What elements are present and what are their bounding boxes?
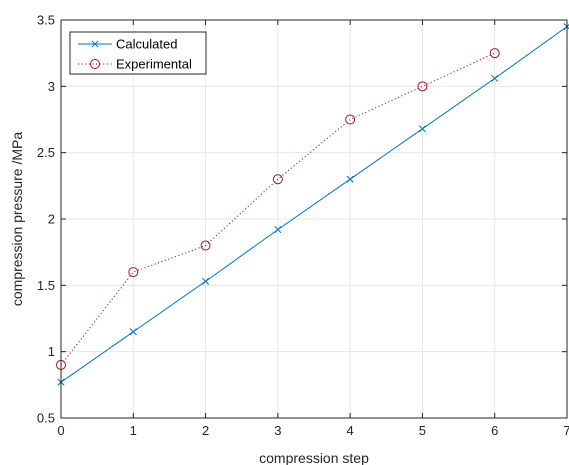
data-point-experimental [272, 174, 283, 185]
legend-item-calculated: Calculated [78, 37, 177, 52]
x-tick-label: 4 [347, 423, 354, 438]
y-tick-label: 1.5 [37, 278, 55, 293]
x-marker-stroke [418, 125, 426, 133]
x-tick-label: 0 [57, 423, 64, 438]
data-point-calculated [202, 277, 210, 285]
legend-marker [90, 59, 100, 69]
y-axis-label: compression pressure /MPa [9, 132, 25, 307]
legend: Calculated Experimental [69, 31, 207, 75]
x-tick-label: 7 [563, 423, 569, 438]
data-point-calculated [563, 23, 569, 31]
data-point-calculated [418, 125, 426, 133]
data-point-experimental [489, 48, 500, 59]
data-point-calculated [129, 328, 137, 336]
axis-ticks: 0 1 2 3 4 5 6 7 0.5 1 1.5 2 2.5 3 3.5 [37, 13, 569, 439]
grid-lines [61, 20, 567, 418]
x-marker-stroke [91, 40, 99, 48]
x-tick-label: 1 [130, 423, 137, 438]
legend-items: Calculated Experimental [78, 37, 192, 72]
x-tick-label: 3 [274, 423, 281, 438]
x-tick-label: 2 [202, 423, 209, 438]
series-line-calculated [60, 26, 568, 383]
x-marker-stroke [274, 226, 282, 234]
legend-label: Calculated [116, 37, 177, 52]
legend-item-experimental: Experimental [78, 57, 192, 72]
x-marker-stroke [202, 277, 210, 285]
data-point-experimental [345, 114, 356, 125]
x-tick-label: 6 [491, 423, 498, 438]
data-point-experimental [200, 240, 211, 251]
data-point-calculated [274, 226, 282, 234]
x-marker-stroke [129, 328, 137, 336]
x-axis-label: compression step [259, 450, 369, 465]
data-point-experimental [128, 267, 139, 278]
data-point-calculated [346, 175, 354, 183]
legend-label: Experimental [116, 57, 192, 72]
y-tick-label: 0.5 [37, 411, 55, 426]
legend-marker [91, 40, 99, 48]
y-tick-label: 2.5 [37, 145, 55, 160]
data-point-calculated [491, 74, 499, 82]
y-tick-label: 2 [48, 212, 55, 227]
x-marker-stroke [346, 175, 354, 183]
series-calculated [57, 23, 569, 386]
series-line-experimental [60, 52, 495, 366]
y-tick-label: 3 [48, 79, 55, 94]
y-tick-label: 1 [48, 344, 55, 359]
legend-box [69, 31, 207, 75]
x-marker-stroke [491, 74, 499, 82]
data-point-experimental [417, 81, 428, 92]
x-tick-label: 5 [419, 423, 426, 438]
y-tick-label: 3.5 [37, 13, 55, 28]
